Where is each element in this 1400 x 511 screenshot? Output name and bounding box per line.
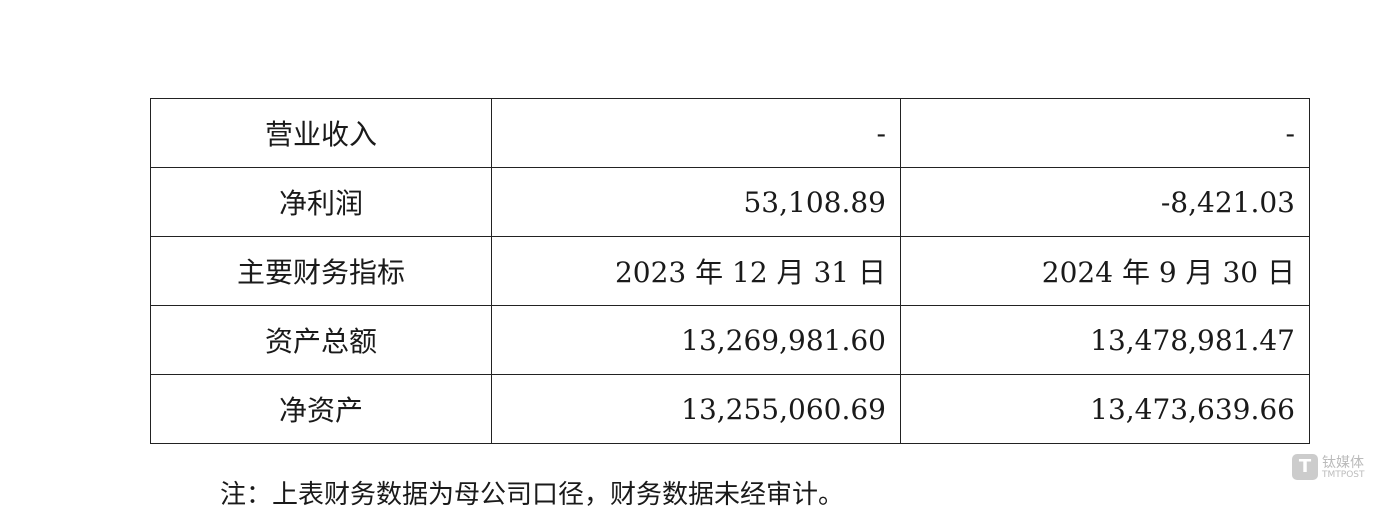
watermark-name: 钛媒体 bbox=[1322, 455, 1364, 471]
table-row: 净资产 13,255,060.69 13,473,639.66 bbox=[150, 374, 1310, 444]
value-cell: - bbox=[491, 98, 901, 168]
footnote: 注：上表财务数据为母公司口径，财务数据未经审计。 bbox=[220, 480, 845, 510]
value-cell: 2024 年 9 月 30 日 bbox=[900, 236, 1310, 306]
table-row: 主要财务指标 2023 年 12 月 31 日 2024 年 9 月 30 日 bbox=[150, 236, 1310, 306]
value-cell: 13,255,060.69 bbox=[491, 374, 901, 444]
row-label: 营业收入 bbox=[150, 98, 492, 168]
row-label: 资产总额 bbox=[150, 305, 492, 375]
value-cell: 13,269,981.60 bbox=[491, 305, 901, 375]
table-row: 营业收入 - - bbox=[150, 98, 1310, 168]
value-cell: 53,108.89 bbox=[491, 167, 901, 237]
watermark-logo: T bbox=[1292, 454, 1318, 480]
table-row: 净利润 53,108.89 -8,421.03 bbox=[150, 167, 1310, 237]
row-label: 净利润 bbox=[150, 167, 492, 237]
financial-table: 营业收入 - - 净利润 53,108.89 -8,421.03 主要财务指标 2023 年 … bbox=[150, 98, 1310, 444]
row-label: 主要财务指标 bbox=[150, 236, 492, 306]
table-row: 资产总额 13,269,981.60 13,478,981.47 bbox=[150, 305, 1310, 375]
row-label: 净资产 bbox=[150, 374, 492, 444]
value-cell: 13,473,639.66 bbox=[900, 374, 1310, 444]
value-cell: - bbox=[900, 98, 1310, 168]
value-cell: 2023 年 12 月 31 日 bbox=[491, 236, 901, 306]
watermark-sub: TMTPOST bbox=[1322, 470, 1365, 480]
value-cell: 13,478,981.47 bbox=[900, 305, 1310, 375]
value-cell: -8,421.03 bbox=[900, 167, 1310, 237]
table-body: 营业收入 - - 净利润 53,108.89 -8,421.03 主要财务指标 2023 年 … bbox=[150, 98, 1310, 444]
watermark: T 钛媒体 TMTPOST bbox=[1292, 452, 1370, 492]
